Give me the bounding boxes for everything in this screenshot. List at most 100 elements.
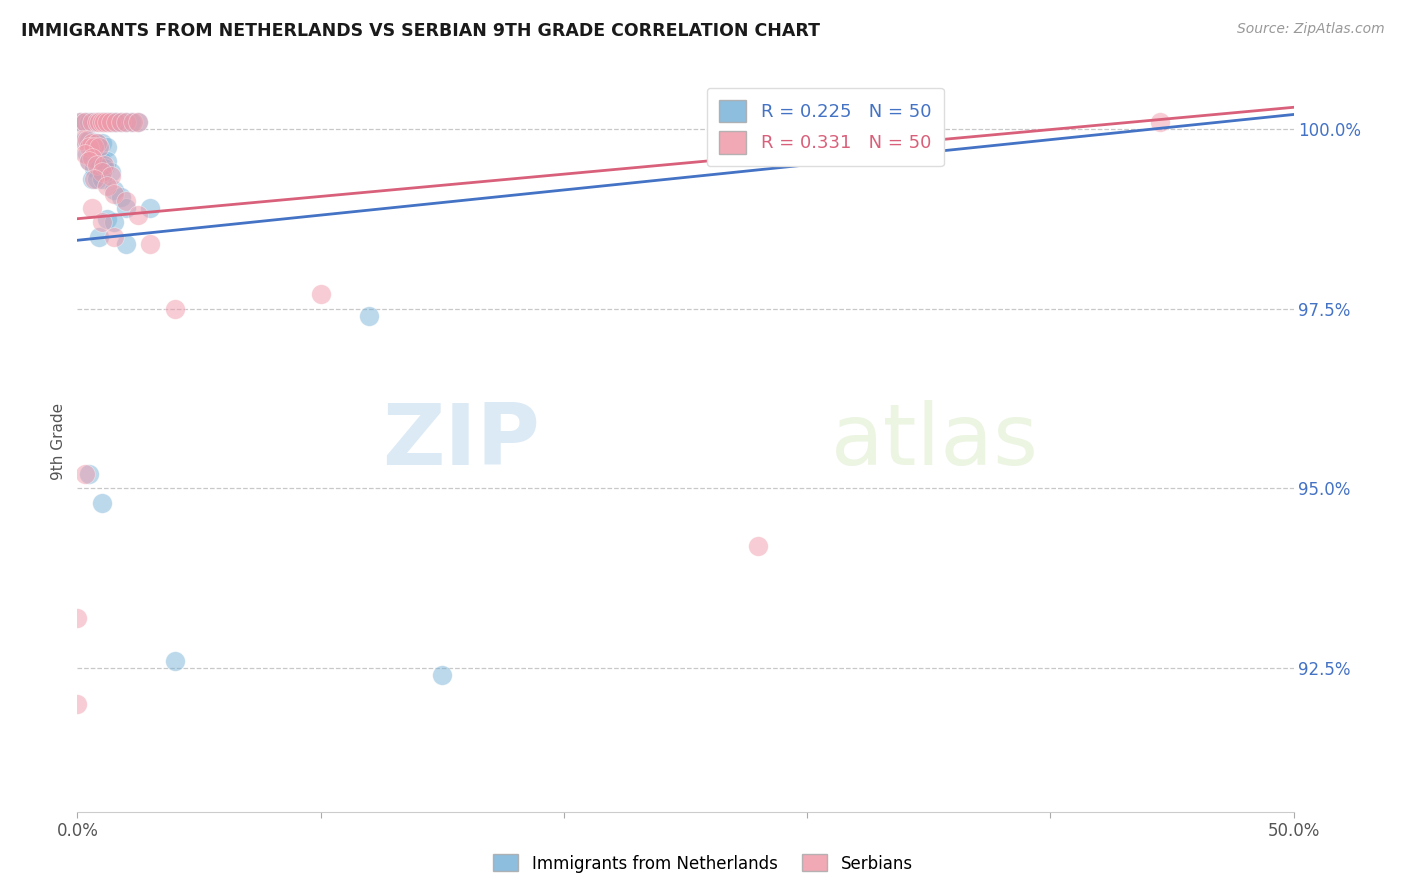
Point <box>93 114 115 128</box>
Point <box>70 133 93 147</box>
Point <box>90 215 112 229</box>
Point <box>89 114 111 128</box>
Point <box>115 194 138 208</box>
Point <box>76 133 98 147</box>
Point <box>100 114 122 128</box>
Point <box>96 211 118 226</box>
Point <box>110 190 132 204</box>
Point <box>359 309 381 323</box>
Point <box>309 287 332 301</box>
Point <box>90 154 112 169</box>
Point <box>90 114 112 128</box>
Point <box>918 114 941 128</box>
Point <box>115 114 138 128</box>
Point <box>80 147 103 161</box>
Text: atlas: atlas <box>831 400 1039 483</box>
Point <box>96 114 118 128</box>
Point <box>86 154 108 169</box>
Point <box>73 114 96 128</box>
Point <box>89 114 111 128</box>
Text: Source: ZipAtlas.com: Source: ZipAtlas.com <box>1237 22 1385 37</box>
Y-axis label: 9th Grade: 9th Grade <box>51 403 66 480</box>
Point <box>79 154 101 169</box>
Point <box>93 114 115 128</box>
Point <box>80 114 103 128</box>
Point <box>89 161 111 176</box>
Point <box>115 114 138 128</box>
Text: ZIP: ZIP <box>382 400 540 483</box>
Point <box>83 140 105 154</box>
Point <box>163 301 186 316</box>
Point <box>105 114 128 128</box>
Point <box>89 140 111 154</box>
Point <box>97 114 120 128</box>
Point <box>79 467 101 481</box>
Point <box>115 236 138 251</box>
Point <box>127 114 149 128</box>
Point <box>86 136 108 151</box>
Point <box>86 158 108 172</box>
Point <box>90 165 112 179</box>
Point <box>66 610 89 624</box>
Point <box>90 136 112 151</box>
Point <box>115 201 138 215</box>
Point <box>86 172 108 186</box>
Point <box>73 133 96 147</box>
Point <box>127 208 149 222</box>
Point <box>66 697 89 711</box>
Point <box>76 147 98 161</box>
Point <box>96 154 118 169</box>
Point <box>110 114 132 128</box>
Legend: Immigrants from Netherlands, Serbians: Immigrants from Netherlands, Serbians <box>486 847 920 880</box>
Point <box>96 140 118 154</box>
Point <box>90 114 112 128</box>
Point <box>1149 114 1171 128</box>
Point <box>747 539 769 553</box>
Point <box>163 654 186 668</box>
Point <box>80 151 103 165</box>
Legend: R = 0.225   N = 50, R = 0.331   N = 50: R = 0.225 N = 50, R = 0.331 N = 50 <box>707 87 943 166</box>
Point <box>96 114 118 128</box>
Point <box>103 215 125 229</box>
Point <box>86 114 108 128</box>
Point <box>105 114 128 128</box>
Point <box>103 114 125 128</box>
Point <box>127 114 149 128</box>
Point <box>432 668 454 682</box>
Point <box>73 114 96 128</box>
Point <box>103 229 125 244</box>
Point <box>100 169 122 183</box>
Point <box>79 133 101 147</box>
Point <box>103 186 125 201</box>
Point <box>83 140 105 154</box>
Point <box>80 172 103 186</box>
Point <box>73 467 96 481</box>
Point <box>100 114 122 128</box>
Point <box>120 114 142 128</box>
Point <box>100 165 122 179</box>
Point <box>89 229 111 244</box>
Point <box>139 201 162 215</box>
Point <box>90 172 112 186</box>
Point <box>103 183 125 197</box>
Point <box>83 114 105 128</box>
Point <box>86 136 108 151</box>
Point <box>79 154 101 169</box>
Point <box>79 114 101 128</box>
Point <box>69 114 91 128</box>
Point <box>110 114 132 128</box>
Point <box>83 161 105 176</box>
Point <box>83 172 105 186</box>
Point <box>93 161 115 176</box>
Text: IMMIGRANTS FROM NETHERLANDS VS SERBIAN 9TH GRADE CORRELATION CHART: IMMIGRANTS FROM NETHERLANDS VS SERBIAN 9… <box>21 22 820 40</box>
Point <box>90 495 112 509</box>
Point <box>73 147 96 161</box>
Point <box>93 158 115 172</box>
Point <box>69 114 91 128</box>
Point <box>122 114 145 128</box>
Point <box>80 136 103 151</box>
Point <box>139 236 162 251</box>
Point <box>86 114 108 128</box>
Point <box>79 140 101 154</box>
Point <box>96 179 118 194</box>
